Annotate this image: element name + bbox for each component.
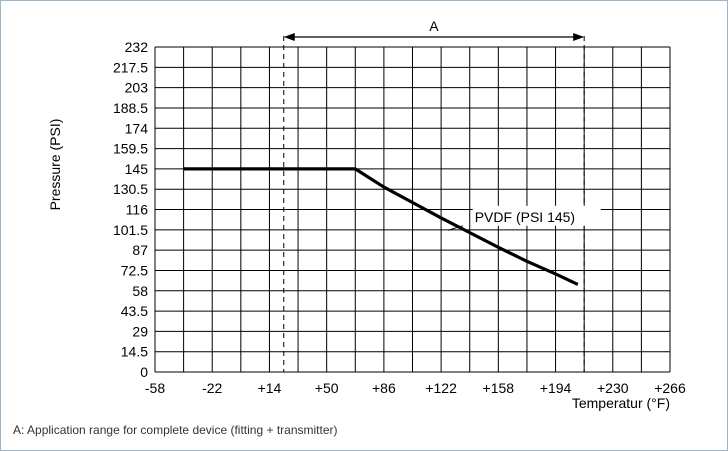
x-tick-label: -22 (202, 380, 222, 396)
range-arrow-right-head (573, 33, 585, 41)
y-tick-label: 130.5 (113, 181, 148, 197)
y-tick-label: 72.5 (121, 262, 148, 278)
x-tick-label: -58 (145, 380, 165, 396)
y-tick-label: 58 (132, 283, 148, 299)
x-tick-label: +266 (654, 380, 686, 396)
y-tick-label: 43.5 (121, 303, 148, 319)
y-tick-label: 203 (125, 80, 149, 96)
x-tick-label: +14 (258, 380, 282, 396)
y-tick-label: 87 (132, 242, 148, 258)
chart-caption: A: Application range for complete device… (13, 423, 338, 437)
x-tick-label: +122 (425, 380, 457, 396)
axes: 0 14.5 29 43.5 58 72.5 87 101.5 116 130.5 145 159.5… (47, 39, 686, 411)
x-tick-label: +86 (372, 380, 396, 396)
y-tick-label: 174 (125, 120, 149, 136)
range-annotation: A (283, 18, 585, 372)
pressure-temperature-chart: A PVDF (PSI 145) 0 14.5 29 43.5 58 72.5 87 101.… (47, 18, 686, 411)
y-tick-label: 159.5 (113, 141, 148, 157)
x-axis-label: Temperatur (°F) (572, 395, 670, 411)
range-label: A (429, 18, 439, 34)
y-tick-label: 29 (132, 323, 148, 339)
series-line (183, 167, 579, 286)
series-label-bg (472, 205, 601, 226)
y-tick-label: 217.5 (113, 59, 148, 75)
y-tick-label: 232 (125, 39, 149, 55)
y-tick-label: 116 (126, 202, 149, 218)
y-axis-label: Pressure (PSI) (47, 119, 63, 211)
y-tick-label: 145 (125, 161, 149, 177)
range-arrow-left-head (283, 33, 295, 41)
chart-area: A PVDF (PSI 145) 0 14.5 29 43.5 58 72.5 87 101.… (47, 18, 686, 411)
series: PVDF (PSI 145) (183, 167, 601, 286)
x-tick-label: +194 (540, 380, 572, 396)
y-tick-label: 14.5 (121, 344, 148, 360)
x-tick-label: +158 (483, 380, 515, 396)
y-tick-label: 188.5 (113, 100, 148, 116)
x-tick-label: +50 (315, 380, 339, 396)
series-label-leader (447, 225, 463, 231)
y-tick-label: 101.5 (113, 222, 148, 238)
y-tick-label: 0 (140, 364, 148, 380)
x-tick-label: +230 (597, 380, 629, 396)
series-label: PVDF (PSI 145) (475, 209, 575, 225)
